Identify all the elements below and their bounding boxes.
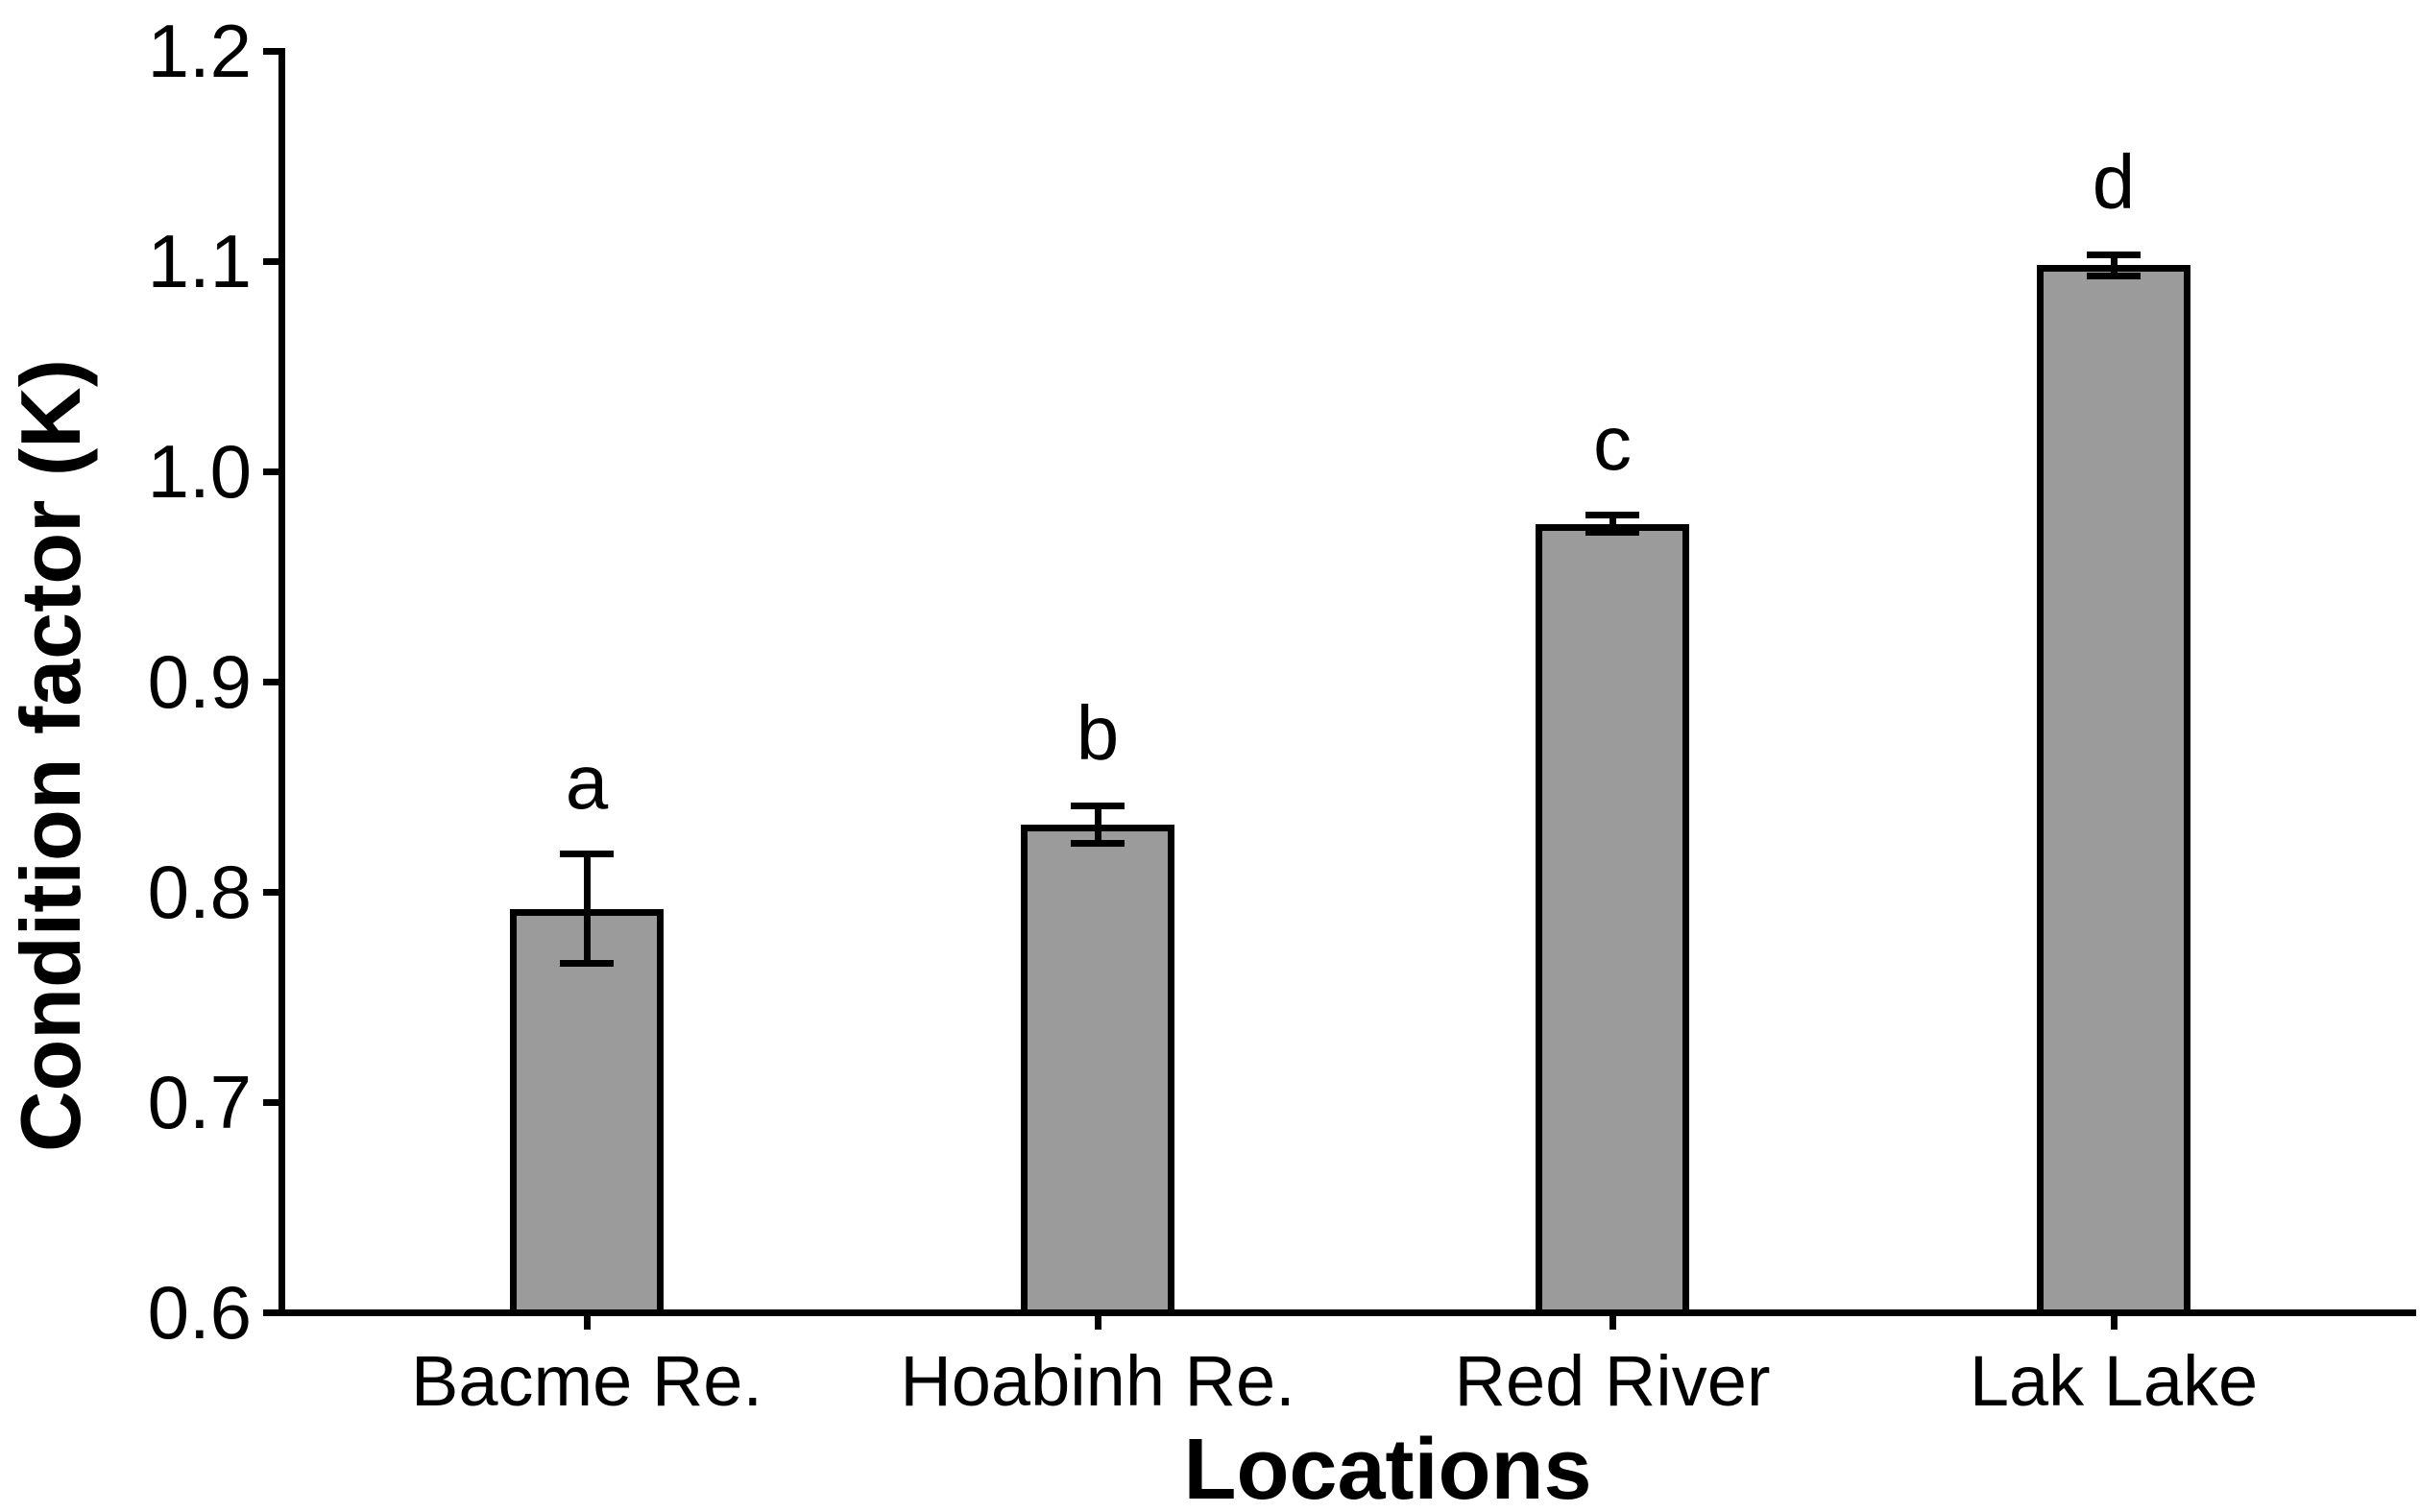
y-tick-0.7 bbox=[263, 1098, 278, 1106]
y-tick-label-0.9: 0.9 bbox=[147, 639, 252, 724]
y-tick-1.1 bbox=[263, 257, 278, 265]
y-tick-label-1.1: 1.1 bbox=[147, 219, 252, 303]
x-tick-bacme-re bbox=[583, 1315, 591, 1330]
error-cap-top-red-river bbox=[1585, 512, 1639, 519]
error-cap-bottom-hoabinh-re bbox=[1071, 840, 1125, 848]
x-axis-line bbox=[278, 1308, 2416, 1316]
error-cap-top-hoabinh-re bbox=[1071, 802, 1125, 809]
error-bar-red-river bbox=[1609, 515, 1616, 533]
x-axis-title: Locations bbox=[1183, 1422, 1592, 1512]
y-axis-line bbox=[278, 47, 285, 1316]
error-bar-bacme-re bbox=[583, 853, 591, 964]
y-tick-label-0.8: 0.8 bbox=[147, 850, 252, 934]
error-cap-bottom-lak-lake bbox=[2087, 272, 2141, 279]
x-tick-label-red-river: Red River bbox=[1454, 1341, 1771, 1421]
x-tick-lak-lake bbox=[2110, 1315, 2118, 1330]
error-cap-bottom-bacme-re bbox=[560, 959, 614, 967]
bar-bacme-re bbox=[510, 908, 664, 1316]
error-cap-top-lak-lake bbox=[2087, 251, 2141, 258]
significance-letter-lak-lake: d bbox=[2092, 139, 2136, 226]
significance-letter-red-river: c bbox=[1593, 399, 1632, 486]
y-tick-0.6 bbox=[263, 1308, 278, 1316]
x-tick-label-lak-lake: Lak Lake bbox=[1969, 1341, 2259, 1421]
x-tick-label-bacme-re: Bacme Re. bbox=[410, 1341, 763, 1421]
y-tick-1.2 bbox=[263, 47, 278, 55]
significance-letter-hoabinh-re: b bbox=[1076, 690, 1120, 777]
x-tick-hoabinh-re bbox=[1094, 1315, 1101, 1330]
error-bar-lak-lake bbox=[2110, 254, 2118, 276]
error-cap-bottom-red-river bbox=[1585, 529, 1639, 536]
y-tick-label-1.2: 1.2 bbox=[147, 9, 252, 93]
y-axis-title: Condition factor (K) bbox=[3, 358, 98, 1153]
y-tick-1.0 bbox=[263, 468, 278, 475]
y-tick-label-0.7: 0.7 bbox=[147, 1060, 252, 1144]
significance-letter-bacme-re: a bbox=[565, 738, 609, 825]
y-tick-label-1.0: 1.0 bbox=[147, 429, 252, 514]
x-tick-label-hoabinh-re: Hoabinh Re. bbox=[900, 1341, 1295, 1421]
bar-lak-lake bbox=[2037, 265, 2190, 1316]
y-tick-0.9 bbox=[263, 678, 278, 685]
error-bar-hoabinh-re bbox=[1094, 805, 1101, 844]
y-tick-0.8 bbox=[263, 888, 278, 896]
y-tick-label-0.6: 0.6 bbox=[147, 1270, 252, 1355]
error-cap-top-bacme-re bbox=[560, 851, 614, 858]
x-tick-red-river bbox=[1609, 1315, 1616, 1330]
bar-red-river bbox=[1536, 523, 1689, 1316]
bar-hoabinh-re bbox=[1021, 824, 1174, 1316]
